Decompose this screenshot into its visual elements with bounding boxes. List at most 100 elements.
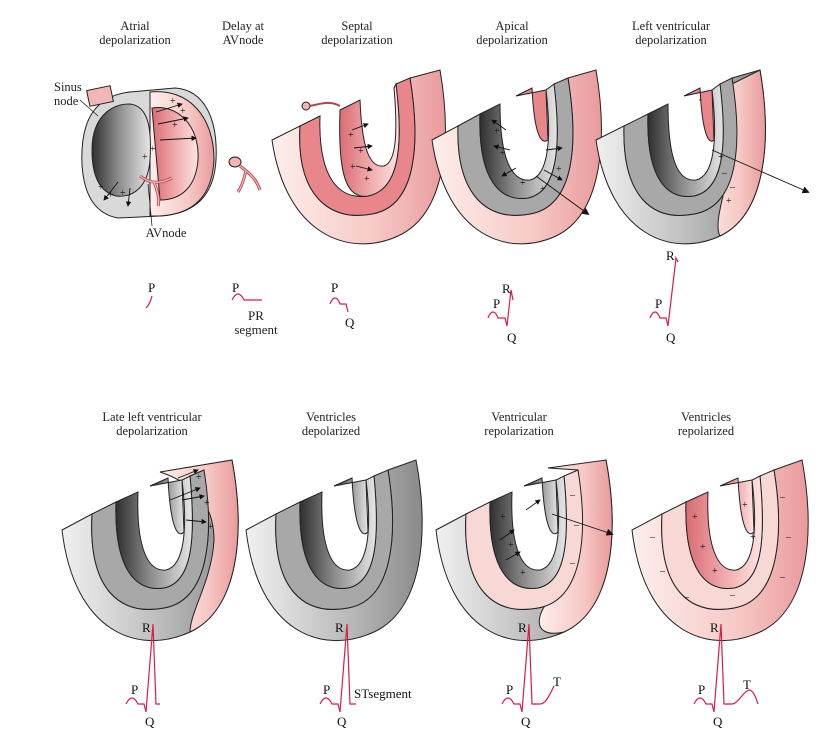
ecg-label-q-repolarization: Q — [521, 714, 531, 729]
charge-minus: – — [649, 532, 656, 543]
ecg-trace-ventricles-repolarized — [693, 623, 759, 713]
charge-minus: – — [569, 490, 576, 501]
charge-plus: + — [208, 522, 214, 533]
heart-ventricles-repolarized — [631, 459, 809, 642]
charge-plus: + — [742, 500, 748, 511]
charge-plus: + — [142, 152, 148, 163]
charge-plus: + — [170, 96, 176, 107]
charge-minus: – — [729, 590, 736, 601]
charge-plus: + — [500, 512, 506, 523]
charge-plus: + — [180, 106, 186, 117]
ecg-label-p-repolarized: P — [698, 682, 706, 697]
charge-plus: + — [120, 188, 126, 199]
ecg-label-q-left-ventricular: Q — [666, 330, 676, 345]
charge-plus: + — [172, 120, 178, 131]
ecg-label-t-repolarized: T — [743, 677, 751, 692]
sinus-node-pointer — [79, 99, 99, 117]
charge-plus: + — [358, 146, 364, 157]
ecg-label-q-repolarized: Q — [713, 714, 723, 729]
ecg-label-p-late: P — [131, 682, 139, 697]
charge-signs: + + + + + + + + + + + + + + + + + – – + … — [98, 96, 792, 603]
ecg-label-p-repolarization: P — [506, 682, 514, 697]
heart-ventricular-repolarization — [435, 459, 614, 642]
pr-segment-label: PR segment — [234, 308, 278, 337]
ecg-trace-late-left-ventricular — [125, 623, 160, 713]
stage-title-ventricular-repolarization: Ventricular repolarization — [484, 410, 554, 438]
ecg-label-p-apical: P — [493, 296, 501, 311]
heart-ventricles-depolarized — [245, 459, 423, 642]
stage-title-atrial-depolarization: Atrial depolarization — [99, 19, 171, 47]
stage-title-left-ventricular-depolarization: Left ventricular depolarization — [631, 19, 711, 47]
av-node-label: AVnode — [145, 226, 187, 240]
st-segment-label: STsegment — [354, 686, 412, 701]
charge-plus: + — [348, 130, 354, 141]
charge-plus: + — [508, 540, 514, 551]
ecg-label-q-depolarized: Q — [337, 714, 347, 729]
charge-minus: – — [729, 182, 736, 193]
heart-late-left-ventricular-depolarization — [61, 459, 239, 642]
charge-plus: + — [712, 566, 718, 577]
ecg-label-r-depolarized: R — [335, 620, 344, 635]
ecg-label-q-apical: Q — [507, 330, 517, 345]
ecg-trace-ventricular-repolarization — [501, 623, 555, 713]
charge-plus: + — [750, 532, 756, 543]
charge-plus: + — [726, 196, 732, 207]
charge-plus: + — [150, 144, 156, 155]
ecg-label-t-repolarization: T — [553, 674, 561, 689]
charge-minus: – — [785, 532, 792, 543]
charge-plus: + — [364, 174, 370, 185]
stage-title-late-left-ventricular-depolarization: Late left ventricular depolarization — [102, 410, 202, 438]
ecg-trace-ventricles-depolarized — [319, 623, 356, 713]
charge-plus: + — [718, 152, 724, 163]
heart-atrial-depolarization — [79, 85, 217, 227]
ecg-label-p-atrial: P — [148, 280, 156, 295]
stage-title-ventricles-repolarized: Ventricles repolarized — [677, 410, 735, 438]
charge-minus: – — [573, 520, 580, 531]
stage-title-delay-at-av-node: Delay at AVnode — [222, 19, 264, 47]
charge-plus: + — [98, 182, 104, 193]
ecg-trace-apical — [487, 289, 514, 327]
charge-plus: + — [204, 498, 210, 509]
ecg-label-r-left-ventricular: R — [666, 248, 675, 263]
heart-septal-depolarization — [271, 69, 446, 245]
ecg-label-r-apical: R — [502, 281, 511, 296]
ecg-label-r-repolarization: R — [518, 620, 527, 635]
charge-plus: + — [520, 568, 526, 579]
ecg-label-p-septal: P — [331, 280, 339, 295]
ecg-label-p-depolarized: P — [323, 682, 331, 697]
av-node-pointer — [147, 183, 153, 227]
ecg-trace-septal — [329, 297, 349, 313]
ecg-label-p-left-ventricular: P — [655, 296, 663, 311]
charge-plus: + — [692, 512, 698, 523]
charge-minus: – — [779, 572, 786, 583]
sinus-node — [86, 85, 114, 107]
charge-minus: – — [721, 168, 728, 179]
av-node-bundle — [228, 156, 262, 193]
ecg-label-r-repolarized: R — [710, 620, 719, 635]
ecg-label-p-delay: P — [232, 280, 240, 295]
sinus-node-label: Sinus node — [54, 80, 82, 108]
charge-minus: – — [683, 592, 690, 603]
ecg-traces — [125, 255, 759, 713]
charge-plus: + — [108, 190, 114, 201]
charge-plus: + — [700, 542, 706, 553]
charge-plus: + — [520, 178, 526, 189]
ecg-trace-left-ventricular — [649, 255, 679, 327]
ecg-label-q-late: Q — [145, 714, 155, 729]
ecg-label-r-late: R — [142, 620, 151, 635]
charge-plus: + — [500, 148, 506, 159]
charge-plus: + — [540, 184, 546, 195]
charge-plus: + — [494, 126, 500, 137]
heart-left-ventricular-depolarization — [595, 69, 810, 245]
charge-minus: – — [779, 492, 786, 503]
charge-plus: + — [196, 472, 202, 483]
stage-title-ventricles-depolarized: Ventricles depolarized — [301, 410, 361, 438]
ecg-label-q-septal: Q — [345, 315, 355, 330]
stage-title-apical-depolarization: Apical depolarization — [476, 19, 548, 47]
ecg-trace-delay — [231, 293, 262, 301]
heart-apical-depolarization — [431, 69, 602, 245]
charge-minus: – — [569, 558, 576, 569]
charge-plus: + — [350, 162, 356, 173]
